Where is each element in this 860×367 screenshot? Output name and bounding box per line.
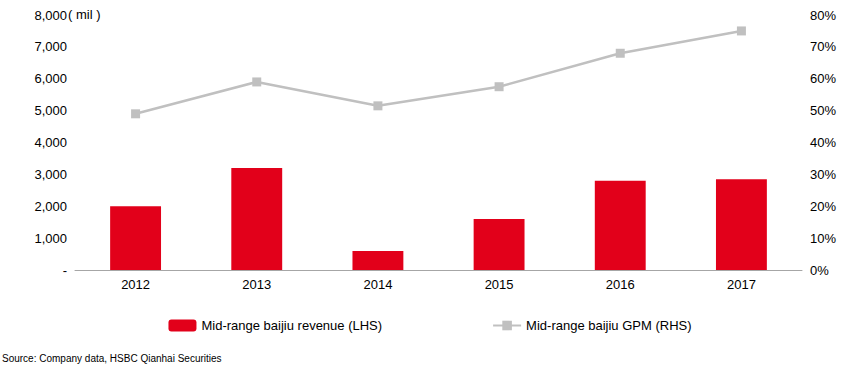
svg-text:50%: 50%: [810, 103, 836, 118]
svg-text:2017: 2017: [727, 277, 756, 292]
svg-text:-: -: [63, 263, 67, 278]
svg-text:2012: 2012: [121, 277, 150, 292]
svg-text:Mid-range baijiu revenue (LHS): Mid-range baijiu revenue (LHS): [201, 318, 382, 333]
svg-text:1,000: 1,000: [34, 231, 67, 246]
svg-text:6,000: 6,000: [34, 71, 67, 86]
svg-text:7,000: 7,000: [34, 39, 67, 54]
svg-text:5,000: 5,000: [34, 103, 67, 118]
svg-text:2013: 2013: [242, 277, 271, 292]
svg-text:70%: 70%: [810, 39, 836, 54]
svg-text:30%: 30%: [810, 167, 836, 182]
svg-text:( mil ): ( mil ): [68, 7, 101, 22]
svg-text:2016: 2016: [606, 277, 635, 292]
svg-text:2014: 2014: [363, 277, 392, 292]
svg-text:80%: 80%: [810, 8, 836, 23]
svg-text:4,000: 4,000: [34, 135, 67, 150]
svg-text:20%: 20%: [810, 199, 836, 214]
svg-text:60%: 60%: [810, 71, 836, 86]
svg-text:2,000: 2,000: [34, 199, 67, 214]
svg-text:Source: Company data, HSBC Qia: Source: Company data, HSBC Qianhai Secur…: [2, 353, 222, 364]
svg-text:0%: 0%: [810, 263, 829, 278]
svg-text:3,000: 3,000: [34, 167, 67, 182]
svg-text:10%: 10%: [810, 231, 836, 246]
svg-text:2015: 2015: [485, 277, 514, 292]
svg-text:Mid-range baijiu GPM (RHS): Mid-range baijiu GPM (RHS): [526, 318, 691, 333]
svg-text:40%: 40%: [810, 135, 836, 150]
svg-text:8,000: 8,000: [34, 8, 67, 23]
